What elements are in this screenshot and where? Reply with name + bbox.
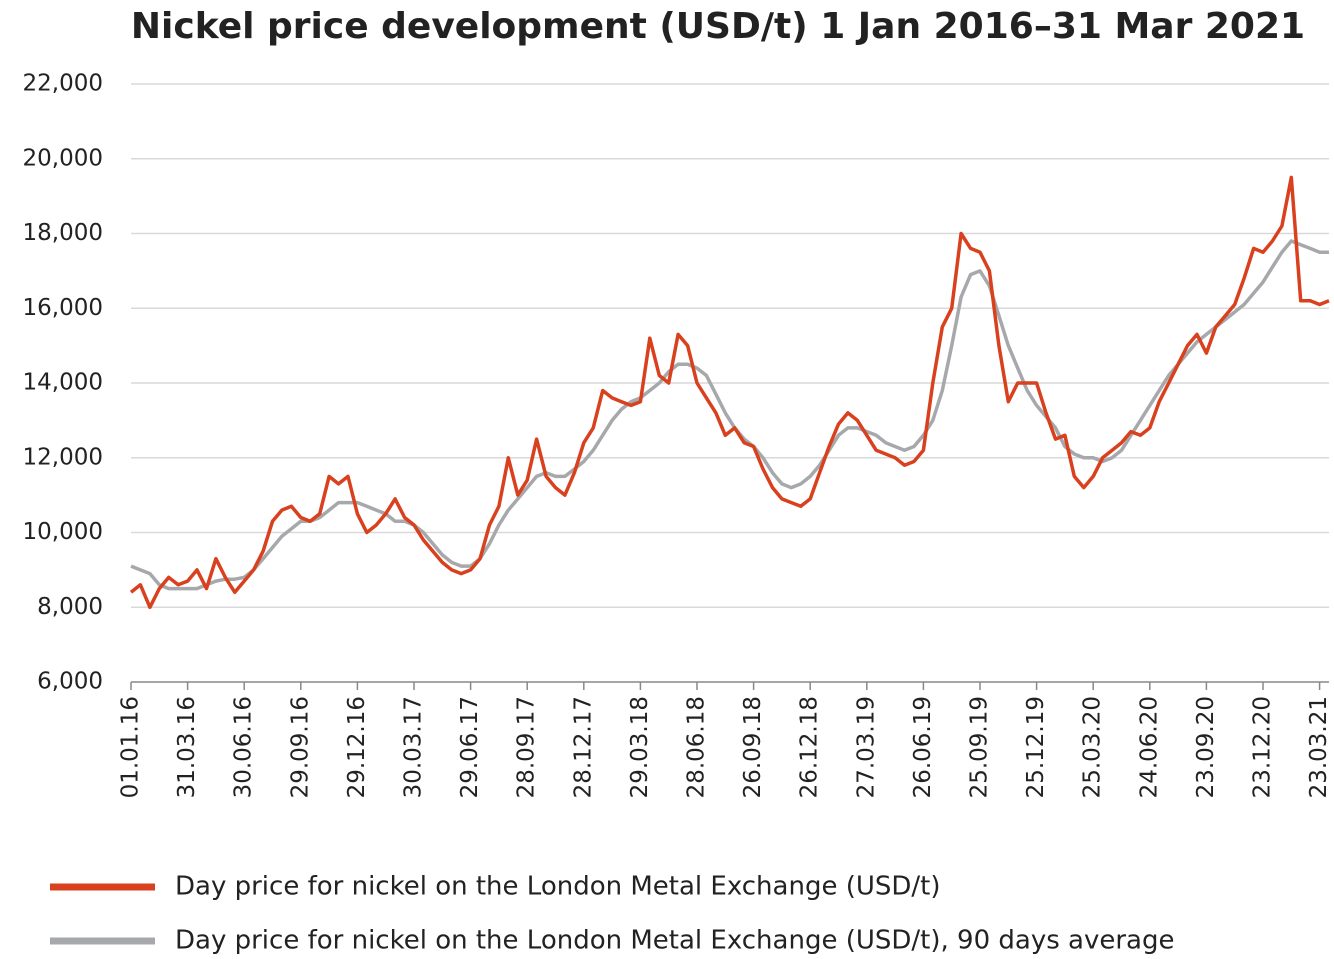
y-tick-label: 22,000 <box>23 71 103 97</box>
x-tick-label: 24.06.20 <box>1136 696 1162 798</box>
y-tick-label: 10,000 <box>23 519 103 545</box>
x-tick-label: 30.03.17 <box>401 696 427 798</box>
x-tick-label: 25.03.20 <box>1080 696 1106 798</box>
x-tick-label: 27.03.19 <box>853 696 879 798</box>
y-tick-label: 14,000 <box>23 370 103 396</box>
y-tick-label: 18,000 <box>23 220 103 246</box>
x-tick-label: 29.09.16 <box>287 696 313 798</box>
x-tick-label: 23.03.21 <box>1306 696 1332 798</box>
series-line <box>129 175 1330 610</box>
x-tick-label: 01.01.16 <box>118 696 144 798</box>
legend-label: Day price for nickel on the London Metal… <box>175 872 941 902</box>
x-tick-label: 30.06.16 <box>231 696 257 798</box>
x-tick-label: 26.12.18 <box>797 696 823 798</box>
x-tick-label: 28.12.17 <box>570 696 596 798</box>
x-tick-label: 25.12.19 <box>1023 696 1049 798</box>
x-tick-label: 26.09.18 <box>740 696 766 798</box>
x-tick-label: 23.12.20 <box>1250 696 1276 798</box>
x-tick-label: 29.06.17 <box>457 696 483 798</box>
x-tick-label: 28.09.17 <box>514 696 540 798</box>
y-tick-label: 8,000 <box>37 594 103 620</box>
legend-label: Day price for nickel on the London Metal… <box>175 926 1174 956</box>
chart-title: Nickel price development (USD/t) 1 Jan 2… <box>131 6 1305 47</box>
x-tick-label: 29.03.18 <box>627 696 653 798</box>
y-tick-label: 16,000 <box>23 295 103 321</box>
series-line <box>130 239 1329 591</box>
y-tick-label: 12,000 <box>23 444 103 470</box>
x-tick-label: 23.09.20 <box>1193 696 1219 798</box>
y-tick-label: 6,000 <box>37 669 103 695</box>
y-tick-label: 20,000 <box>23 145 103 171</box>
x-tick-label: 25.09.19 <box>967 696 993 798</box>
x-tick-label: 29.12.16 <box>344 696 370 798</box>
x-tick-label: 31.03.16 <box>174 696 200 798</box>
x-tick-label: 26.06.19 <box>910 696 936 798</box>
x-tick-label: 28.06.18 <box>684 696 710 798</box>
